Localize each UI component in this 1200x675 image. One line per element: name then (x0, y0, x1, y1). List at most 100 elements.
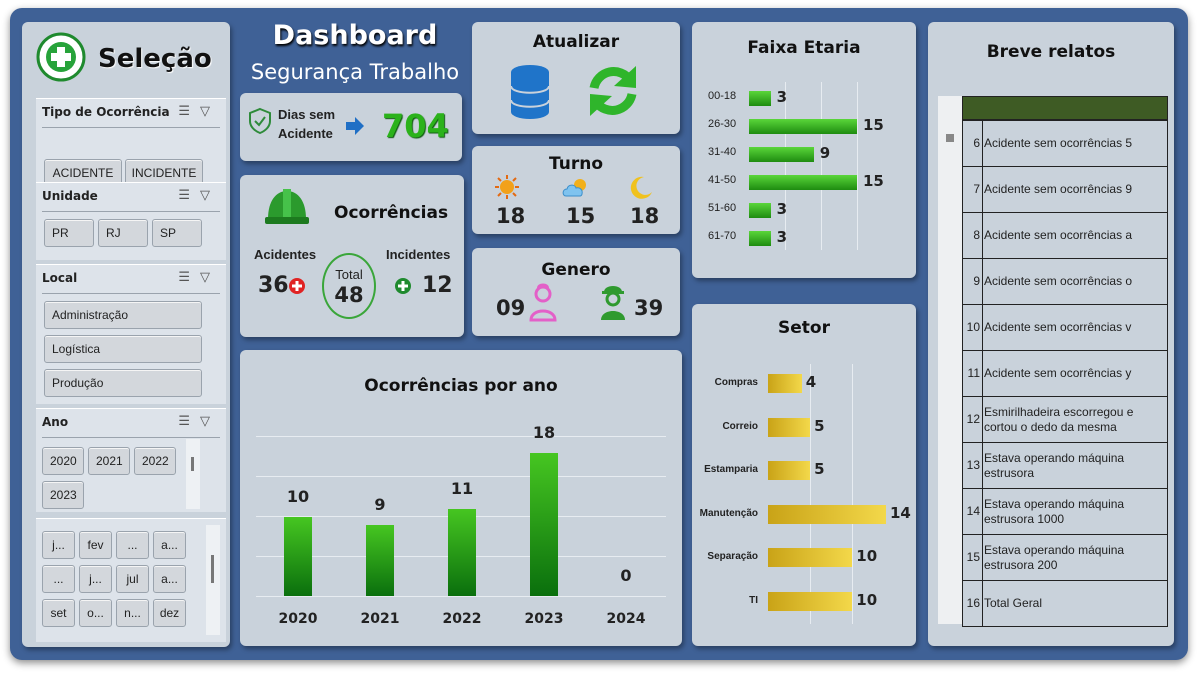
year-bar (284, 516, 312, 596)
refresh-icon[interactable] (582, 60, 644, 122)
slicer-mes: j... fev... a...... j... jul a... set o... n... d… (36, 518, 226, 642)
slicer-item-month[interactable]: j... (79, 565, 112, 593)
slicer-item-month[interactable]: set (42, 599, 75, 627)
slicer-item-month[interactable]: ... (116, 531, 149, 559)
row-number: 6 (962, 120, 983, 167)
age-category-label: 31-40 (708, 146, 737, 158)
age-bar (749, 231, 771, 246)
shift-afternoon-value: 15 (566, 204, 596, 228)
slicer-item-administracao[interactable]: Administração (44, 301, 202, 329)
sector-bar (768, 591, 853, 611)
row-number: 12 (962, 396, 983, 443)
hardhat-icon (265, 189, 309, 224)
slicer-item-month[interactable]: jul (116, 565, 149, 593)
multiselect-filter-icons[interactable]: ☰▽ (178, 269, 220, 284)
multiselect-filter-icons[interactable]: ☰▽ (178, 103, 220, 118)
slicer-item-2020[interactable]: 2020 (42, 447, 84, 475)
table-row: 11 Acidente sem ocorrências y (962, 350, 1168, 397)
table-row: 15 Estava operando máquina estrusora 200 (962, 534, 1168, 581)
age-range-title: Faixa Etaria (747, 38, 861, 58)
sidebar-title: Seleção (98, 44, 212, 74)
database-icon[interactable] (508, 62, 552, 122)
row-text: Acidente sem ocorrências 5 (982, 120, 1168, 167)
sector-value-label: 5 (814, 416, 825, 435)
row-text: Total Geral (982, 580, 1168, 627)
sector-category-label: TI (749, 594, 758, 606)
sector-category-label: Manutenção (699, 507, 758, 519)
sector-value-label: 4 (805, 373, 817, 391)
table-row: 10 Acidente sem ocorrências v (962, 304, 1168, 351)
slicer-item-producao[interactable]: Produção (44, 369, 202, 397)
gridline (821, 82, 822, 250)
slicer-item-month[interactable]: dez (153, 599, 186, 627)
slicer-tipo-label: Tipo de Ocorrência (42, 105, 170, 119)
sector-value-label: 5 (814, 460, 825, 478)
scroll-indicator[interactable] (946, 134, 954, 142)
row-text: Estava operando máquina estrusora 1000 (982, 488, 1168, 535)
slicer-item-2023[interactable]: 2023 (42, 481, 84, 509)
row-number: 15 (962, 534, 983, 581)
shift-card: Turno 18 15 18 (472, 146, 680, 234)
gender-card: Genero 09 39 (472, 248, 680, 336)
age-bar (749, 175, 857, 190)
year-value-label: 10 (286, 486, 310, 506)
yearly-title: Ocorrências por ano (364, 376, 558, 396)
slicer-item-month[interactable]: a... (153, 531, 186, 559)
slicer-unidade-label: Unidade (42, 189, 98, 203)
slicer-item-2022[interactable]: 2022 (134, 447, 176, 475)
arrow-right-icon (346, 117, 364, 135)
slicer-item-month[interactable]: a... (153, 565, 186, 593)
incidents-label: Incidentes (386, 247, 451, 262)
slicer-item-month[interactable]: ... (42, 565, 75, 593)
age-category-label: 61-70 (708, 230, 737, 242)
year-value-label: 18 (532, 423, 556, 442)
gender-title: Genero (541, 260, 611, 280)
shift-morning-value: 18 (496, 204, 526, 228)
accidents-value: 36 (258, 273, 289, 298)
slicer-local: Local ☰▽ Administração Logística Produçã… (36, 264, 226, 404)
slicer-item-logistica[interactable]: Logística (44, 335, 202, 363)
gridline (256, 476, 666, 477)
sector-bar (768, 548, 853, 567)
refresh-title: Atualizar (532, 32, 620, 52)
slicer-item-month[interactable]: j... (42, 531, 75, 559)
gridline (852, 364, 853, 624)
sector-category-label: Estamparia (704, 464, 758, 475)
slicer-mes-scrollbar[interactable] (206, 525, 220, 635)
row-text: Acidente sem ocorrências v (982, 304, 1168, 351)
slicer-item-rj[interactable]: RJ (98, 219, 148, 247)
total-circle (322, 253, 376, 319)
red-plus-icon (289, 278, 305, 294)
slicer-ano-scrollbar[interactable] (186, 439, 200, 509)
row-text: Acidente sem ocorrências 9 (982, 166, 1168, 213)
slicer-item-2021[interactable]: 2021 (88, 447, 130, 475)
slicer-item-month[interactable]: fev (79, 531, 112, 559)
age-category-label: 00-18 (708, 90, 737, 102)
sector-bar (768, 461, 811, 480)
slicer-item-month[interactable]: o... (79, 599, 112, 627)
reports-left-strip[interactable] (938, 96, 962, 624)
reports-header-row (962, 96, 1168, 120)
gridline (810, 364, 811, 624)
sector-bar (768, 504, 886, 524)
multiselect-filter-icons[interactable]: ☰▽ (178, 187, 220, 202)
selection-panel: Seleção Tipo de Ocorrência ☰▽ ACIDENTE I… (22, 22, 230, 647)
age-value-label: 15 (863, 116, 884, 134)
age-value-label: 3 (776, 200, 788, 218)
slicer-item-pr[interactable]: PR (44, 219, 94, 247)
slicer-item-sp[interactable]: SP (152, 219, 202, 247)
table-row: 14 Estava operando máquina estrusora 1000 (962, 488, 1168, 535)
multiselect-filter-icons[interactable]: ☰▽ (178, 413, 220, 428)
row-number: 14 (962, 488, 983, 535)
gridline (256, 436, 666, 437)
year-value-label: 0 (620, 566, 632, 585)
age-value-label: 3 (776, 88, 788, 106)
row-text: Acidente sem ocorrências y (982, 350, 1168, 397)
row-text: Estava operando máquina estrusora (982, 442, 1168, 489)
row-number: 7 (962, 166, 983, 213)
days-without-accident-card: Dias sem Acidente 704 (240, 93, 462, 161)
days-label-line1: Dias sem (278, 107, 336, 122)
year-category-label: 2020 (278, 611, 318, 627)
age-value-label: 3 (776, 228, 788, 246)
slicer-item-month[interactable]: n... (116, 599, 149, 627)
